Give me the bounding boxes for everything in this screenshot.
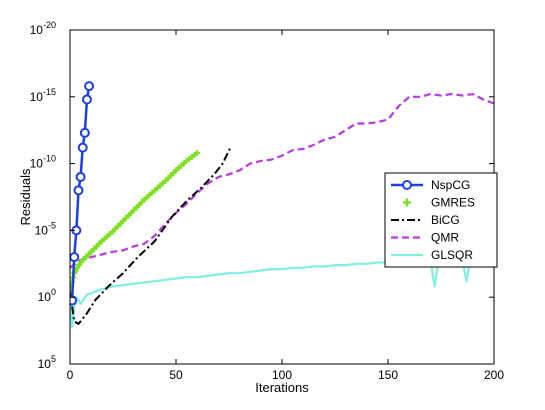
y-tick-label: 10-5 <box>35 220 56 237</box>
x-tick-label: 50 <box>169 368 183 382</box>
series-nspcg-point <box>81 94 92 105</box>
series-nspcg-point <box>70 252 80 263</box>
legend-label-bicg: BiCG <box>431 213 460 227</box>
y-tick-label: 100 <box>38 287 56 304</box>
series-nspcg-point <box>70 295 78 306</box>
series-nspcg-point <box>77 142 88 153</box>
x-tick-label: 0 <box>67 368 74 382</box>
legend-label-glsqr: GLSQR <box>431 248 473 262</box>
legend-label-nspcg: NspCG <box>431 178 470 192</box>
x-axis: 0 50 100 150 200 <box>67 30 504 382</box>
legend-label-qmr: QMR <box>431 231 459 245</box>
series-qmr <box>70 93 494 269</box>
series-qmr-line <box>70 93 494 269</box>
legend-item-bicg: BiCG <box>391 213 460 227</box>
legend: NspCG GMRES BiCG QMR GLSQR <box>384 172 498 268</box>
y-axis: 105 100 10-5 10-10 10-15 10-20 <box>30 20 494 371</box>
x-axis-label: Iterations <box>255 380 309 395</box>
series-nspcg-point <box>75 171 86 182</box>
series-nspcg <box>70 81 95 306</box>
y-tick-label: 10-10 <box>30 154 56 171</box>
series-layer <box>70 81 494 328</box>
legend-item-gmres: GMRES <box>403 196 475 210</box>
legend-label-gmres: GMRES <box>431 196 475 210</box>
y-tick-label: 10-15 <box>30 87 56 104</box>
x-tick-label: 200 <box>484 368 504 382</box>
series-nspcg-point <box>73 185 84 196</box>
legend-marker-nspcg <box>402 180 412 190</box>
series-nspcg-point <box>84 81 95 92</box>
series-gmres-point <box>194 149 201 156</box>
series-nspcg-point <box>79 127 90 138</box>
legend-item-nspcg: NspCG <box>391 178 470 192</box>
legend-item-glsqr: GLSQR <box>391 248 473 262</box>
x-tick-label: 100 <box>272 368 292 382</box>
legend-swatch-gmres <box>403 198 411 207</box>
y-tick-label: 10-20 <box>30 20 56 37</box>
x-tick-label: 150 <box>378 368 398 382</box>
y-tick-label: 105 <box>38 354 56 371</box>
legend-item-qmr: QMR <box>391 231 459 245</box>
y-axis-label: Residuals <box>18 168 33 226</box>
